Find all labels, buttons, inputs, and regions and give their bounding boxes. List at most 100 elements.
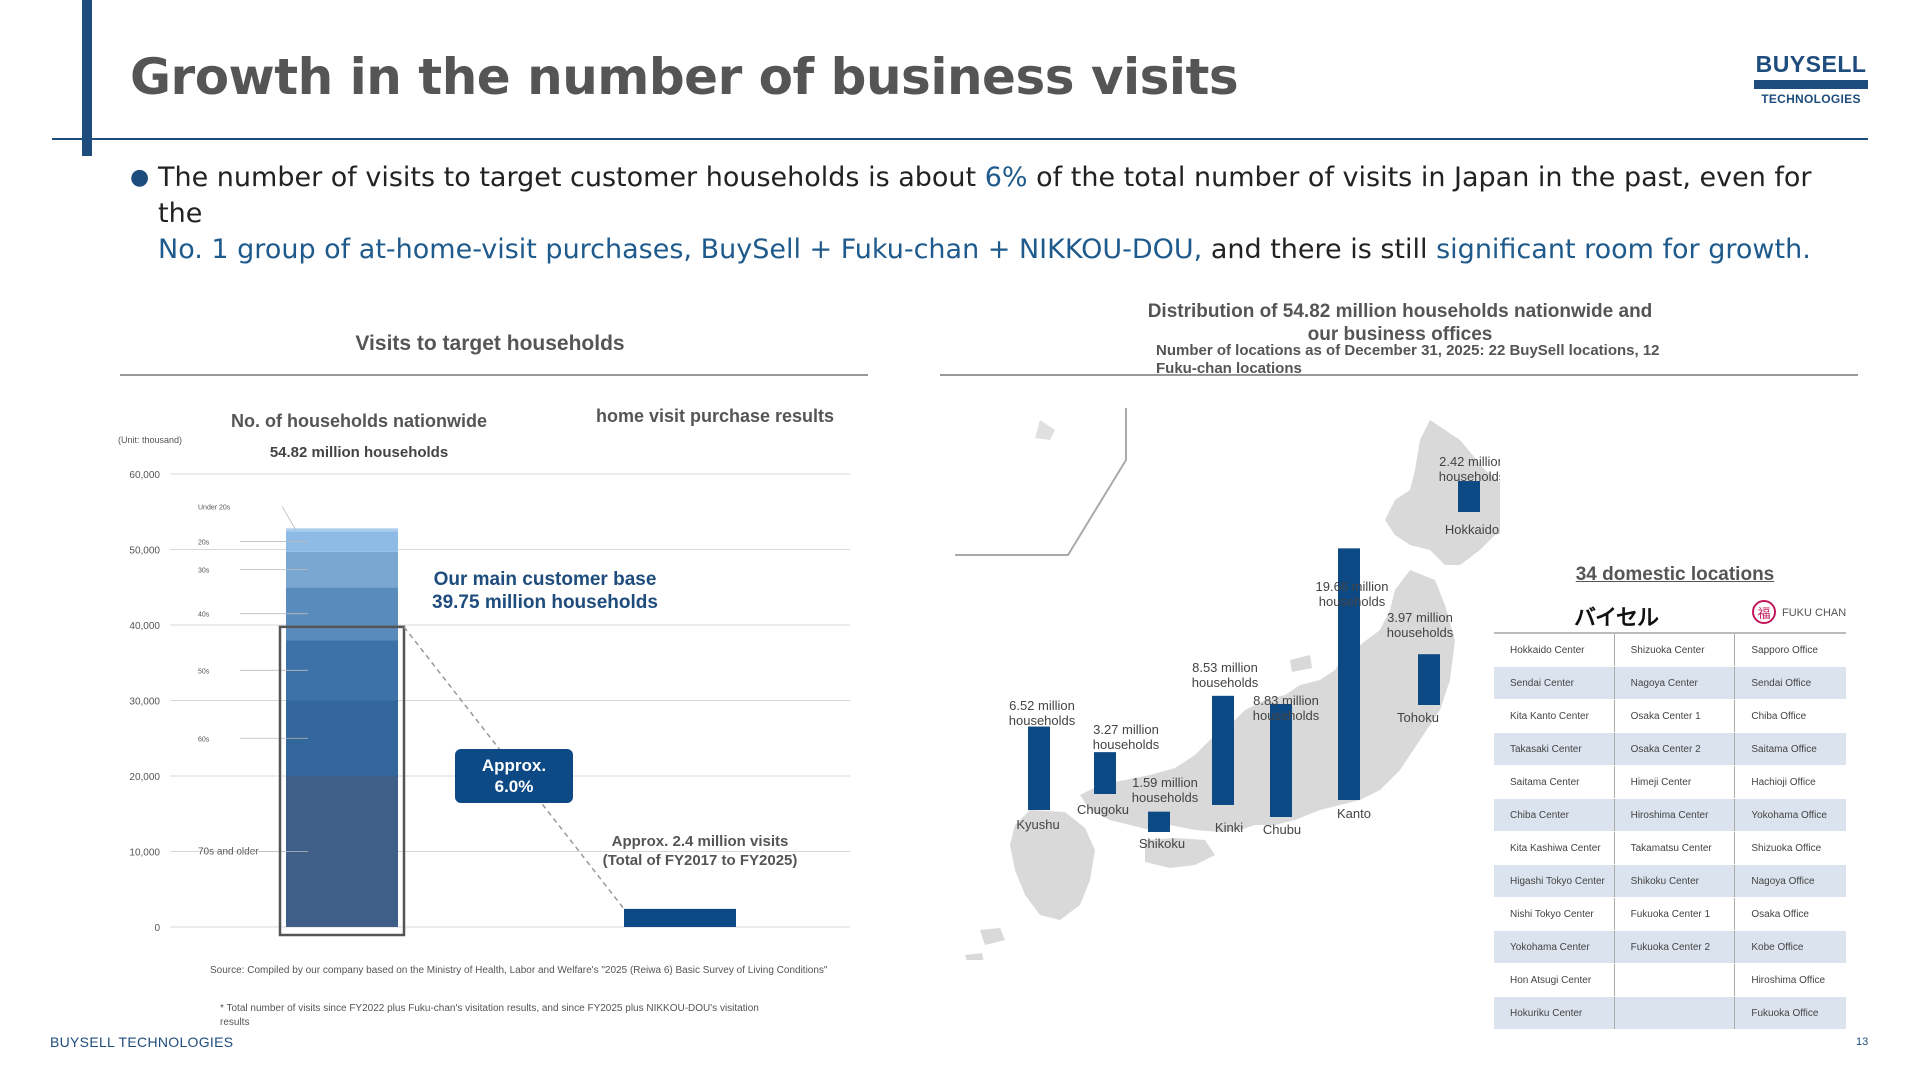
locations-row: Kita Kanto Center Osaka Center 1 Chiba Off… [1494,699,1846,733]
bullet-text-2: of the total number of visits in Japan i… [158,162,1812,229]
location-cell: Saitama Center [1494,765,1615,799]
fukuchan-brand-label: FUKU CHAN [1782,607,1847,619]
stack-segment [286,528,398,532]
locations-row: Takasaki Center Osaka Center 2 Saitama Off… [1494,732,1846,766]
age-leader-line [281,506,297,531]
location-cell: Hiroshima Center [1614,798,1736,832]
bullet-text-3: and there is still [1202,234,1437,265]
right-title-line2: our business offices [1307,324,1493,345]
locations-table-title: 34 domestic locations [1575,564,1775,585]
visits-line1: Approx. 2.4 million visits [611,833,789,850]
region-name-label: Tohoku [1397,710,1439,725]
fukuchan-logo-icon: 福 [1752,600,1776,624]
y-tick-label: 20,000 [129,772,160,783]
map-inset-frame [955,408,1127,556]
age-group-label: 60s [198,736,210,743]
company-logo: BUYSELL TECHNOLOGIES [1754,52,1868,106]
location-cell: Osaka Center 2 [1614,732,1736,766]
location-cell: Hachioji Office [1734,765,1846,799]
y-tick-label: 50,000 [129,546,160,557]
age-group-labels: 70s and older 60s 50s 40s 30s 20s Under 20s [198,504,308,858]
region-value-label: 6.52 million [1009,698,1075,713]
location-cell: Fukuoka Office [1734,996,1846,1030]
source-note: Source: Compiled by our company based on… [210,965,828,976]
right-title-line1: Distribution of 54.82 million households… [1147,301,1653,322]
location-cell: Chiba Center [1494,798,1615,832]
badge-line2: 6.0% [494,777,534,796]
right-panel-subtitle: Number of locations as of December 31, 2… [1156,342,1716,376]
y-tick-label: 60,000 [129,470,160,481]
locations-row: Saitama Center Himeji Center Hachioji Offi… [1494,765,1846,799]
left-panel-rule [120,374,868,376]
region-unit-label: households [1439,469,1500,484]
region-value-label: 1.59 million [1132,775,1198,790]
bullet-dot-icon: ● [130,165,150,190]
badge-line1: Approx. [481,756,547,775]
main-customer-base-box [278,625,406,937]
right-panel-title: Distribution of 54.82 million households… [1110,300,1690,346]
location-cell: Sendai Office [1734,666,1846,700]
visits-footnote: * Total number of visits since FY2022 pl… [220,1003,759,1028]
bullet-highlight-group: No. 1 group of at-home-visit purchases, … [158,234,1203,265]
location-cell: Nishi Tokyo Center [1494,897,1615,931]
location-cell: Kita Kanto Center [1494,699,1615,733]
header-accent-bar [82,0,92,156]
map-inset-island [1035,420,1055,440]
region-name-label: Shikoku [1139,836,1185,851]
page-number: 13 [1856,1036,1869,1048]
location-cell: Higashi Tokyo Center [1494,864,1615,898]
region-value-label: 2.42 million [1439,454,1500,469]
location-cell: Yokohama Center [1494,930,1615,964]
region-name-label: Kinki [1215,820,1243,835]
logo-line2: TECHNOLOGIES [1761,92,1861,106]
region-unit-label: households [1093,737,1160,752]
region-bar-chubu [1270,703,1292,817]
region-name-label: Chugoku [1077,802,1129,817]
visits-total-label: Approx. 2.4 million visits (Total of FY2… [580,832,820,870]
households-chart: (Unit: thousand) 0 10,000 20,000 30,000 40,0… [118,435,850,937]
location-cell: Himeji Center [1614,765,1736,799]
location-cell: Sendai Center [1494,666,1615,700]
region-bar-kinki [1212,695,1234,805]
age-group-label: 40s [198,612,210,619]
age-group-label: 70s and older [198,847,259,858]
locations-row: Sendai Center Nagoya Center Sendai Office [1494,666,1846,700]
page-title: Growth in the number of business visits [130,48,1239,106]
locations-row: Yokohama Center Fukuoka Center 2 Kobe Offi… [1494,930,1846,964]
location-cell: Nagoya Office [1734,864,1846,898]
region-value-label: 3.27 million [1093,722,1159,737]
y-tick-label: 10,000 [129,848,160,859]
logo-bar [1754,80,1868,89]
location-cell [1614,996,1736,1030]
right-panel-rule [940,374,1858,376]
summary-bullet: ● The number of visits to target custome… [130,160,1830,268]
location-cell: Takasaki Center [1494,732,1615,766]
location-cell: Kobe Office [1734,930,1846,964]
region-bar-hokkaido [1458,481,1480,512]
location-cell: Nagoya Center [1614,666,1736,700]
chart-y-ticks: 0 10,000 20,000 30,000 40,000 50,000 60,000 [129,470,160,934]
locations-table-rule [1494,632,1846,634]
region-name-label: Kanto [1337,806,1371,821]
households-stack-bar [286,528,398,927]
y-tick-label: 0 [154,923,160,934]
location-cell: Fukuoka Center 1 [1614,897,1736,931]
location-cell: Hiroshima Office [1734,963,1846,997]
age-group-label: 20s [198,540,210,547]
locations-row: Hokuriku Center Fukuoka Office [1494,996,1846,1030]
region-name-label: Chubu [1263,822,1301,837]
region-bar-kanto [1338,548,1360,800]
location-cell: Saitama Office [1734,732,1846,766]
region-bar-tohoku [1418,654,1440,705]
y-tick-label: 30,000 [129,697,160,708]
japan-map-landmass [965,420,1500,960]
households-total-label: 54.82 million households [269,444,449,461]
region-unit-label: households [1387,625,1454,640]
subtitle-line2: Fuku-chan locations [1156,360,1302,376]
households-column-title: No. of households nationwide [231,411,487,431]
locations-row: Hokkaido Center Shizuoka Center Sapporo Of… [1494,634,1846,667]
location-cell: Osaka Office [1734,897,1846,931]
logo-line1: BUYSELL [1755,51,1867,77]
buysell-brand-logo: バイセル [1574,606,1659,631]
